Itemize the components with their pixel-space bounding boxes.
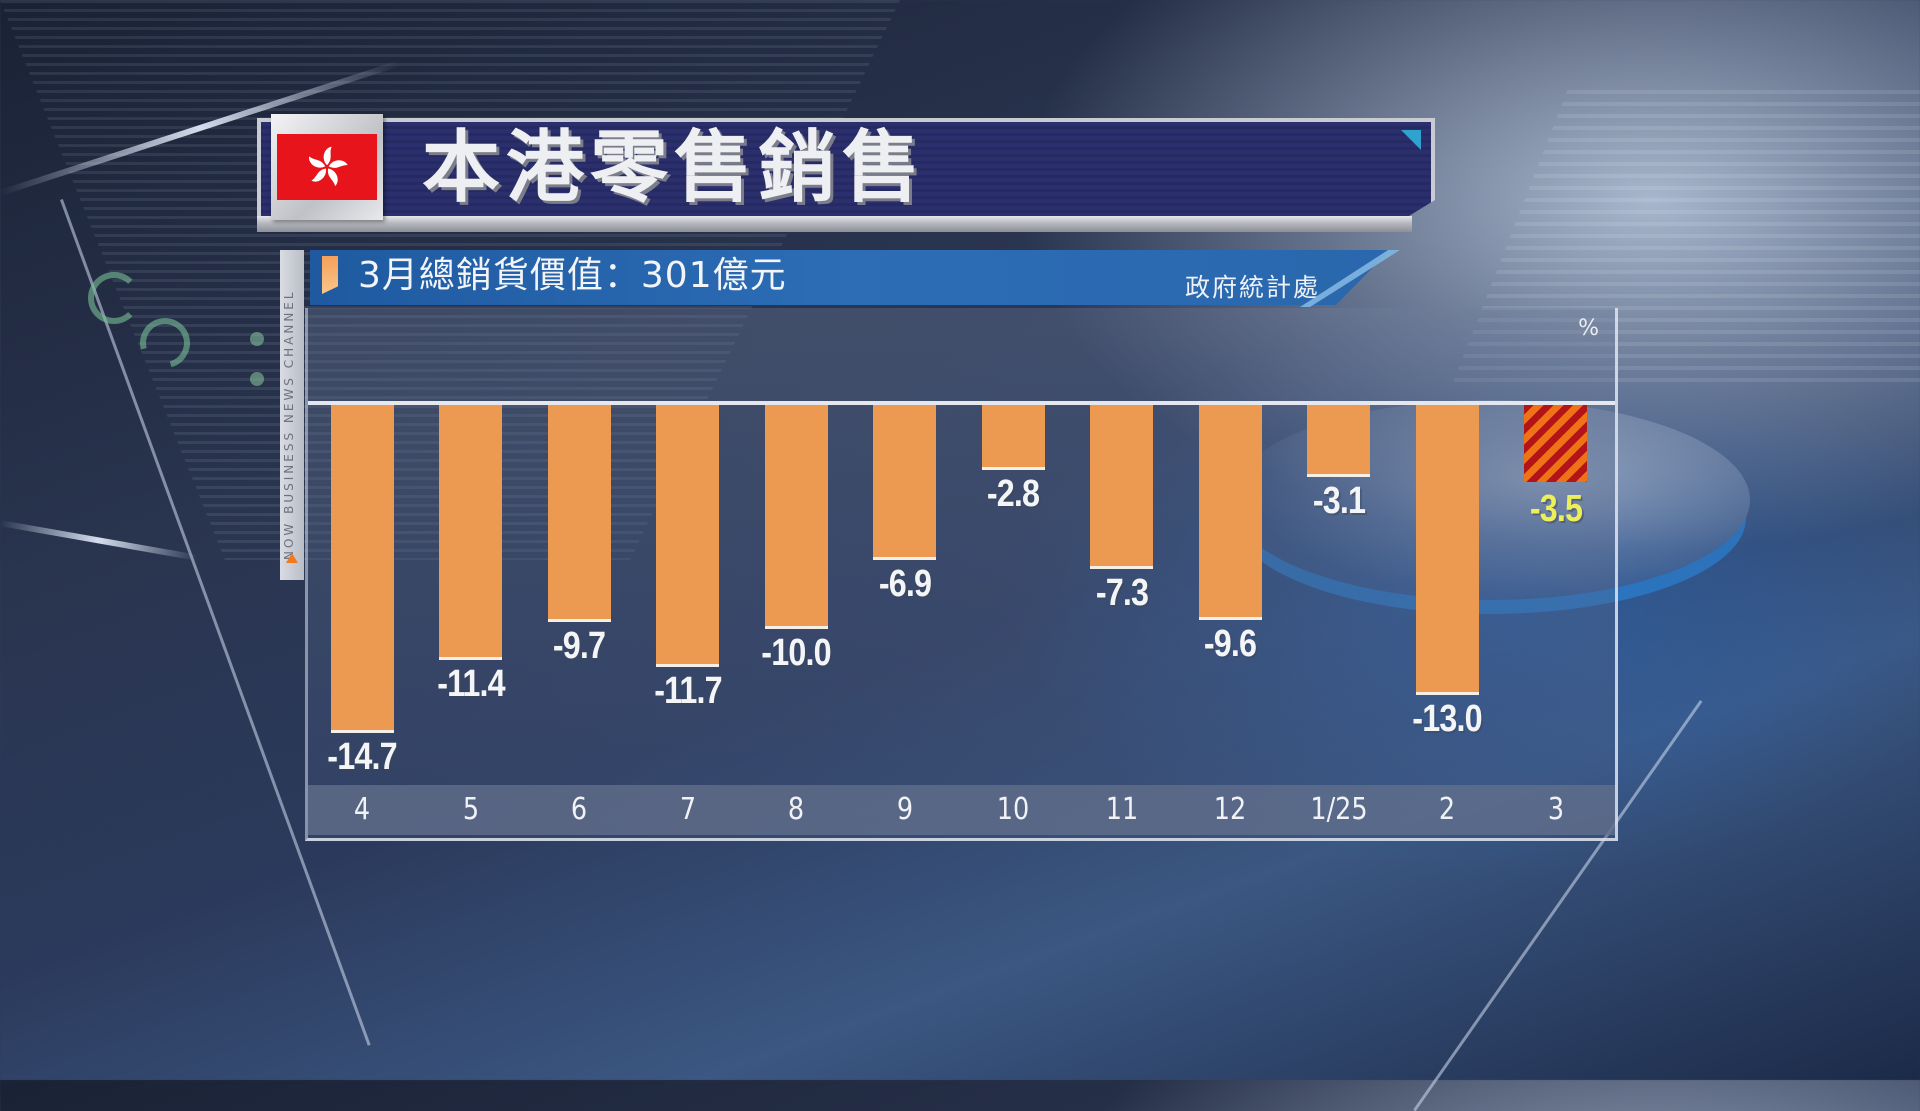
x-axis-label: 11 — [1105, 792, 1138, 827]
unit-label: % — [1578, 316, 1599, 341]
bar-2 — [1415, 405, 1479, 693]
data-label: -9.7 — [552, 625, 606, 668]
subtitle-bar: 3月總銷貨價值：301億元 政府統計處 — [310, 250, 1390, 305]
x-axis-label: 9 — [896, 792, 913, 827]
bar-9 — [873, 405, 936, 558]
data-label: -3.1 — [1312, 479, 1365, 522]
title-banner: 本港零售銷售 — [257, 114, 1435, 236]
bar-10 — [981, 405, 1045, 467]
background-dot — [250, 332, 264, 346]
bar-6 — [547, 405, 611, 620]
channel-watermark: NOW BUSINESS NEWS CHANNEL — [280, 250, 304, 580]
x-axis-label: 1/25 — [1309, 792, 1368, 827]
bar-5 — [439, 405, 502, 657]
bar-3 — [1524, 405, 1587, 483]
chart-title: 本港零售銷售 — [422, 123, 927, 213]
bar-8 — [764, 405, 828, 626]
data-label: -6.9 — [878, 563, 931, 606]
x-axis-label: 3 — [1547, 792, 1564, 827]
bar-12 — [1198, 405, 1262, 618]
title-banner-body — [257, 118, 1435, 218]
x-axis-label: 7 — [679, 792, 696, 827]
data-label: -14.7 — [327, 735, 397, 778]
corner-accent — [1401, 130, 1421, 150]
triangle-icon — [286, 553, 298, 563]
data-label: -2.8 — [986, 472, 1040, 515]
x-axis-label: 8 — [787, 792, 805, 827]
data-label: -11.7 — [653, 669, 722, 712]
bar-7 — [656, 405, 719, 664]
x-axis-label: 2 — [1438, 792, 1456, 827]
x-axis-label: 6 — [570, 792, 588, 827]
x-axis-label: 4 — [353, 792, 371, 827]
bar-4 — [330, 405, 394, 730]
hong-kong-flag-icon — [277, 134, 377, 200]
zero-baseline — [308, 401, 1615, 405]
data-label: -7.3 — [1095, 572, 1148, 615]
data-label: -10.0 — [761, 632, 831, 674]
channel-label: NOW BUSINESS NEWS CHANNEL — [282, 289, 296, 560]
x-axis-label: 5 — [462, 792, 479, 827]
data-label: -3.5 — [1529, 488, 1582, 531]
flag-frame — [271, 114, 383, 220]
title-banner-bevel — [257, 216, 1412, 232]
bar-11 — [1090, 405, 1153, 567]
x-axis-label: 10 — [996, 792, 1030, 827]
bauhinia-icon — [309, 146, 348, 187]
source-label: 政府統計處 — [1184, 273, 1320, 302]
background-ring — [88, 272, 140, 324]
x-axis-label: 12 — [1213, 792, 1247, 827]
data-label: -13.0 — [1412, 698, 1482, 741]
x-axis-band — [308, 785, 1615, 835]
background-dot — [250, 372, 264, 386]
subtitle-text: 3月總銷貨價值：301億元 — [358, 255, 787, 296]
data-label: -9.6 — [1203, 623, 1257, 666]
bar-1-25 — [1307, 405, 1370, 474]
data-label: -11.4 — [436, 662, 505, 705]
chart-panel: % -14.7 4 -11.4 5 -9.7 6 -11.7 7 -10.0 8 -6.9 9 -2.8… — [305, 308, 1618, 841]
background-light-streak — [0, 520, 198, 561]
orange-marker-icon — [322, 256, 338, 294]
